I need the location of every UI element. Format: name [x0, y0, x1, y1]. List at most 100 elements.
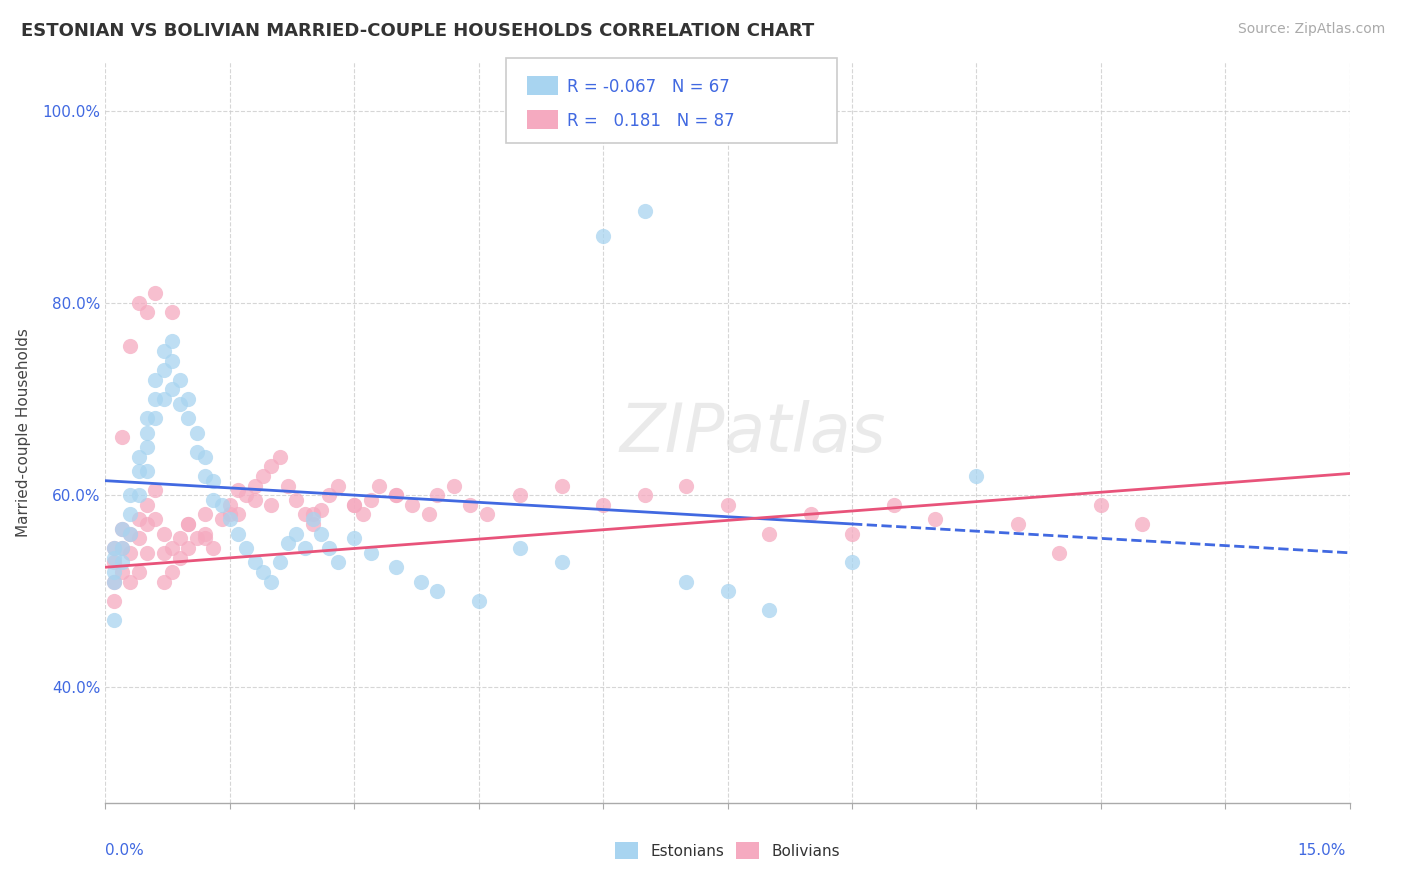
Point	[252, 565, 274, 579]
Y-axis label: Married-couple Households: Married-couple Households	[17, 328, 31, 537]
Point	[385, 488, 408, 502]
Point	[103, 613, 125, 627]
Point	[800, 508, 823, 522]
Text: R =   0.181   N = 87: R = 0.181 N = 87	[567, 112, 734, 129]
Point	[235, 488, 257, 502]
Point	[120, 526, 142, 541]
Point	[177, 516, 200, 531]
Point	[120, 488, 142, 502]
Point	[103, 556, 125, 570]
Point	[103, 541, 125, 555]
Point	[152, 574, 174, 589]
Point	[120, 526, 142, 541]
Point	[135, 498, 157, 512]
Point	[309, 502, 332, 516]
Point	[135, 411, 157, 425]
Point	[235, 541, 257, 555]
Point	[103, 574, 125, 589]
Point	[152, 546, 174, 560]
Point	[467, 594, 489, 608]
Point	[218, 508, 242, 522]
Point	[1007, 516, 1029, 531]
Point	[152, 526, 174, 541]
Point	[385, 560, 408, 574]
Point	[285, 526, 308, 541]
Point	[186, 532, 208, 546]
Point	[202, 492, 225, 507]
Point	[103, 550, 125, 565]
Point	[401, 498, 423, 512]
Text: ESTONIAN VS BOLIVIAN MARRIED-COUPLE HOUSEHOLDS CORRELATION CHART: ESTONIAN VS BOLIVIAN MARRIED-COUPLE HOUS…	[21, 22, 814, 40]
Point	[294, 508, 316, 522]
Point	[186, 425, 208, 440]
Text: R = -0.067   N = 67: R = -0.067 N = 67	[567, 78, 730, 95]
Point	[160, 565, 183, 579]
Point	[169, 373, 191, 387]
Point	[841, 556, 863, 570]
Point	[252, 469, 274, 483]
Point	[443, 478, 465, 492]
Point	[409, 574, 432, 589]
Text: 15.0%: 15.0%	[1298, 843, 1346, 858]
Point	[194, 450, 217, 464]
Point	[460, 498, 482, 512]
Point	[318, 488, 340, 502]
Point	[135, 464, 157, 478]
Point	[194, 532, 217, 546]
Point	[426, 488, 449, 502]
Point	[120, 574, 142, 589]
Point	[194, 526, 217, 541]
Point	[717, 584, 740, 599]
Point	[509, 541, 531, 555]
Point	[177, 541, 200, 555]
Point	[352, 508, 374, 522]
Point	[135, 425, 157, 440]
Point	[160, 305, 183, 319]
Point	[326, 556, 349, 570]
Point	[277, 478, 299, 492]
Point	[301, 516, 323, 531]
Point	[675, 574, 697, 589]
Point	[111, 522, 134, 536]
Point	[160, 353, 183, 368]
Point	[143, 392, 166, 406]
Point	[169, 532, 191, 546]
Text: 0.0%: 0.0%	[105, 843, 145, 858]
Point	[169, 397, 191, 411]
Point	[343, 498, 366, 512]
Point	[260, 498, 283, 512]
Point	[152, 343, 174, 358]
Point	[160, 541, 183, 555]
Point	[475, 508, 498, 522]
Point	[717, 498, 740, 512]
Point	[634, 488, 657, 502]
Point	[385, 488, 408, 502]
Point	[135, 516, 157, 531]
Point	[243, 492, 266, 507]
Point	[211, 498, 233, 512]
Point	[194, 469, 217, 483]
Point	[758, 526, 780, 541]
Point	[360, 492, 382, 507]
Point	[120, 508, 142, 522]
Point	[143, 411, 166, 425]
Point	[160, 382, 183, 396]
Point	[211, 512, 233, 526]
Legend: Estonians, Bolivians: Estonians, Bolivians	[609, 836, 846, 865]
Point	[128, 488, 150, 502]
Point	[202, 541, 225, 555]
Point	[226, 483, 249, 498]
Point	[309, 526, 332, 541]
Point	[143, 483, 166, 498]
Point	[277, 536, 299, 550]
Point	[120, 339, 142, 353]
Point	[883, 498, 905, 512]
Point	[143, 286, 166, 301]
Point	[294, 541, 316, 555]
Point	[103, 565, 125, 579]
Point	[592, 498, 614, 512]
Point	[226, 526, 249, 541]
Point	[1090, 498, 1112, 512]
Point	[128, 565, 150, 579]
Point	[551, 556, 574, 570]
